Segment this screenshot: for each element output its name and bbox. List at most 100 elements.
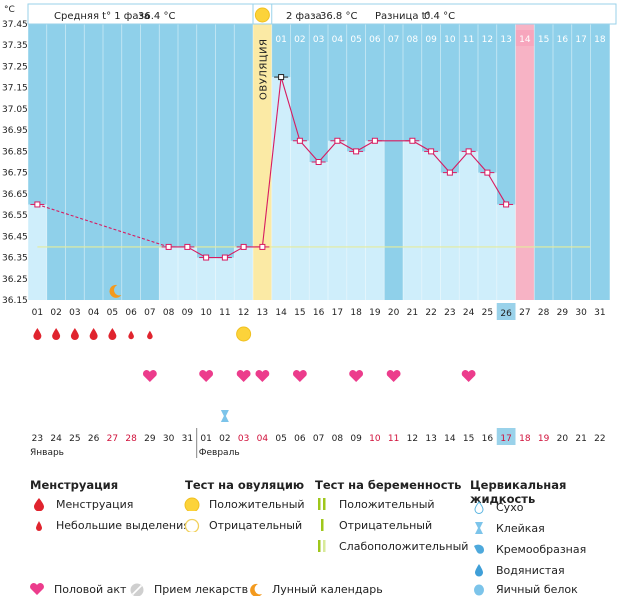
date-label: 13 xyxy=(425,434,436,444)
legend-pregnancy-negative: Отрицательный xyxy=(313,518,432,532)
y-tick-label: 37.35 xyxy=(2,41,28,51)
moon-icon xyxy=(246,582,264,596)
y-unit: °C xyxy=(4,5,15,15)
temp-fill xyxy=(178,247,197,300)
y-tick-label: 36.45 xyxy=(2,232,28,242)
y-tick-label: 37.45 xyxy=(2,20,28,30)
cycle-day-label: 20 xyxy=(388,308,400,318)
y-tick-label: 36.55 xyxy=(2,211,28,221)
date-label: 23 xyxy=(32,434,43,444)
sun-filled-icon xyxy=(183,497,201,511)
date-label: 11 xyxy=(388,434,399,444)
diff-label: Разница t° xyxy=(375,11,431,22)
cycle-day-label: 18 xyxy=(350,308,362,318)
temp-point xyxy=(504,202,509,207)
legend-spotting-label: Небольшие выделения xyxy=(56,519,190,532)
y-tick-label: 36.25 xyxy=(2,275,28,285)
cycle-day-label: 19 xyxy=(369,308,381,318)
legend-ovulation-positive-label: Положительный xyxy=(209,498,305,511)
temp-fill xyxy=(459,151,478,300)
legend-pregnancy-weak-label: Слабоположительный xyxy=(339,540,468,553)
legend-pregnancy-negative-label: Отрицательный xyxy=(339,519,432,532)
legend-pregnancy-positive-label: Положительный xyxy=(339,498,435,511)
cycle-day-label: 14 xyxy=(275,308,287,318)
temp-fill xyxy=(309,162,328,300)
y-tick-label: 37.15 xyxy=(2,84,28,94)
legend-moon: Лунный календарь xyxy=(246,582,383,596)
date-label: 30 xyxy=(163,434,175,444)
top-day-label: 11 xyxy=(463,35,474,45)
date-label: 16 xyxy=(482,434,494,444)
creamy-icon xyxy=(470,542,488,556)
legend-moon-label: Лунный календарь xyxy=(272,583,383,596)
cycle-day-label: 15 xyxy=(294,308,305,318)
legend-pregnancy-positive: Положительный xyxy=(313,497,435,511)
cycle-day-label: 12 xyxy=(238,308,249,318)
date-label: 18 xyxy=(519,434,531,444)
temp-fill xyxy=(216,258,235,300)
top-day-label: 12 xyxy=(482,35,493,45)
day-column xyxy=(572,24,591,300)
y-axis: °C36.1536.2536.3536.4536.5536.6536.7536.… xyxy=(2,5,28,306)
phase2-value: 36.8 °C xyxy=(320,11,357,22)
cycle-day-label: 21 xyxy=(407,308,418,318)
legend-ovulation-test-title: Тест на овуляцию xyxy=(185,478,304,492)
phase1-value: 36.4 °C xyxy=(138,11,175,22)
legend-medication: Прием лекарств xyxy=(128,582,248,596)
temp-fill xyxy=(291,141,310,300)
single-bar-icon xyxy=(313,518,331,532)
date-label: 01 xyxy=(200,434,211,444)
temp-fill xyxy=(422,151,441,300)
temp-point xyxy=(447,170,452,175)
legend-ovulation-positive: Положительный xyxy=(183,497,305,511)
date-label: 05 xyxy=(275,434,286,444)
temp-point xyxy=(410,138,415,143)
temp-fill xyxy=(347,151,366,300)
cycle-day-label: 03 xyxy=(69,308,80,318)
day-column xyxy=(66,24,85,300)
top-day-label: 14 xyxy=(519,35,531,45)
sticky-icon xyxy=(470,521,488,535)
y-tick-label: 37.25 xyxy=(2,62,28,72)
date-label: 07 xyxy=(313,434,324,444)
cycle-day-label: 11 xyxy=(219,308,230,318)
top-day-label: 08 xyxy=(407,35,419,45)
temp-fill xyxy=(272,77,291,300)
date-label: 02 xyxy=(219,434,230,444)
drop-outline-icon xyxy=(470,500,488,514)
legend: Менструация Менструация Небольшие выделе… xyxy=(0,470,626,595)
top-day-label: 16 xyxy=(557,35,569,45)
cycle-day-label: 25 xyxy=(482,308,493,318)
temp-fill xyxy=(328,141,347,300)
temp-point xyxy=(204,255,209,260)
drop-filled-icon xyxy=(470,563,488,577)
cycle-day-label: 30 xyxy=(575,308,587,318)
day-column xyxy=(534,24,553,300)
temp-point xyxy=(354,149,359,154)
legend-cervical-dry: Сухо xyxy=(470,500,523,514)
legend-menstruation-title: Менструация xyxy=(30,478,118,492)
cycle-day-label: 23 xyxy=(444,308,455,318)
temp-point xyxy=(260,244,265,249)
cycle-day-label: 08 xyxy=(163,308,175,318)
cycle-day-label: 13 xyxy=(257,308,268,318)
cycle-day-label: 29 xyxy=(557,308,569,318)
date-label: 22 xyxy=(594,434,605,444)
ovulation-label: ОВУЛЯЦИЯ xyxy=(258,39,269,101)
top-day-label: 03 xyxy=(313,35,324,45)
top-day-label: 18 xyxy=(594,35,606,45)
cycle-day-label: 04 xyxy=(88,308,100,318)
top-day-label: 13 xyxy=(500,35,511,45)
legend-cervical-eggwhite-label: Яичный белок xyxy=(496,583,578,596)
legend-pregnancy-weak: Слабоположительный xyxy=(313,539,468,553)
temp-point xyxy=(297,138,302,143)
date-label: 04 xyxy=(257,434,269,444)
y-tick-label: 36.65 xyxy=(2,190,28,200)
top-day-label: 10 xyxy=(444,35,456,45)
y-tick-label: 36.95 xyxy=(2,126,28,136)
legend-cervical-dry-label: Сухо xyxy=(496,501,523,514)
day-column xyxy=(47,24,66,300)
temp-point xyxy=(241,244,246,249)
date-label: 17 xyxy=(500,434,511,444)
